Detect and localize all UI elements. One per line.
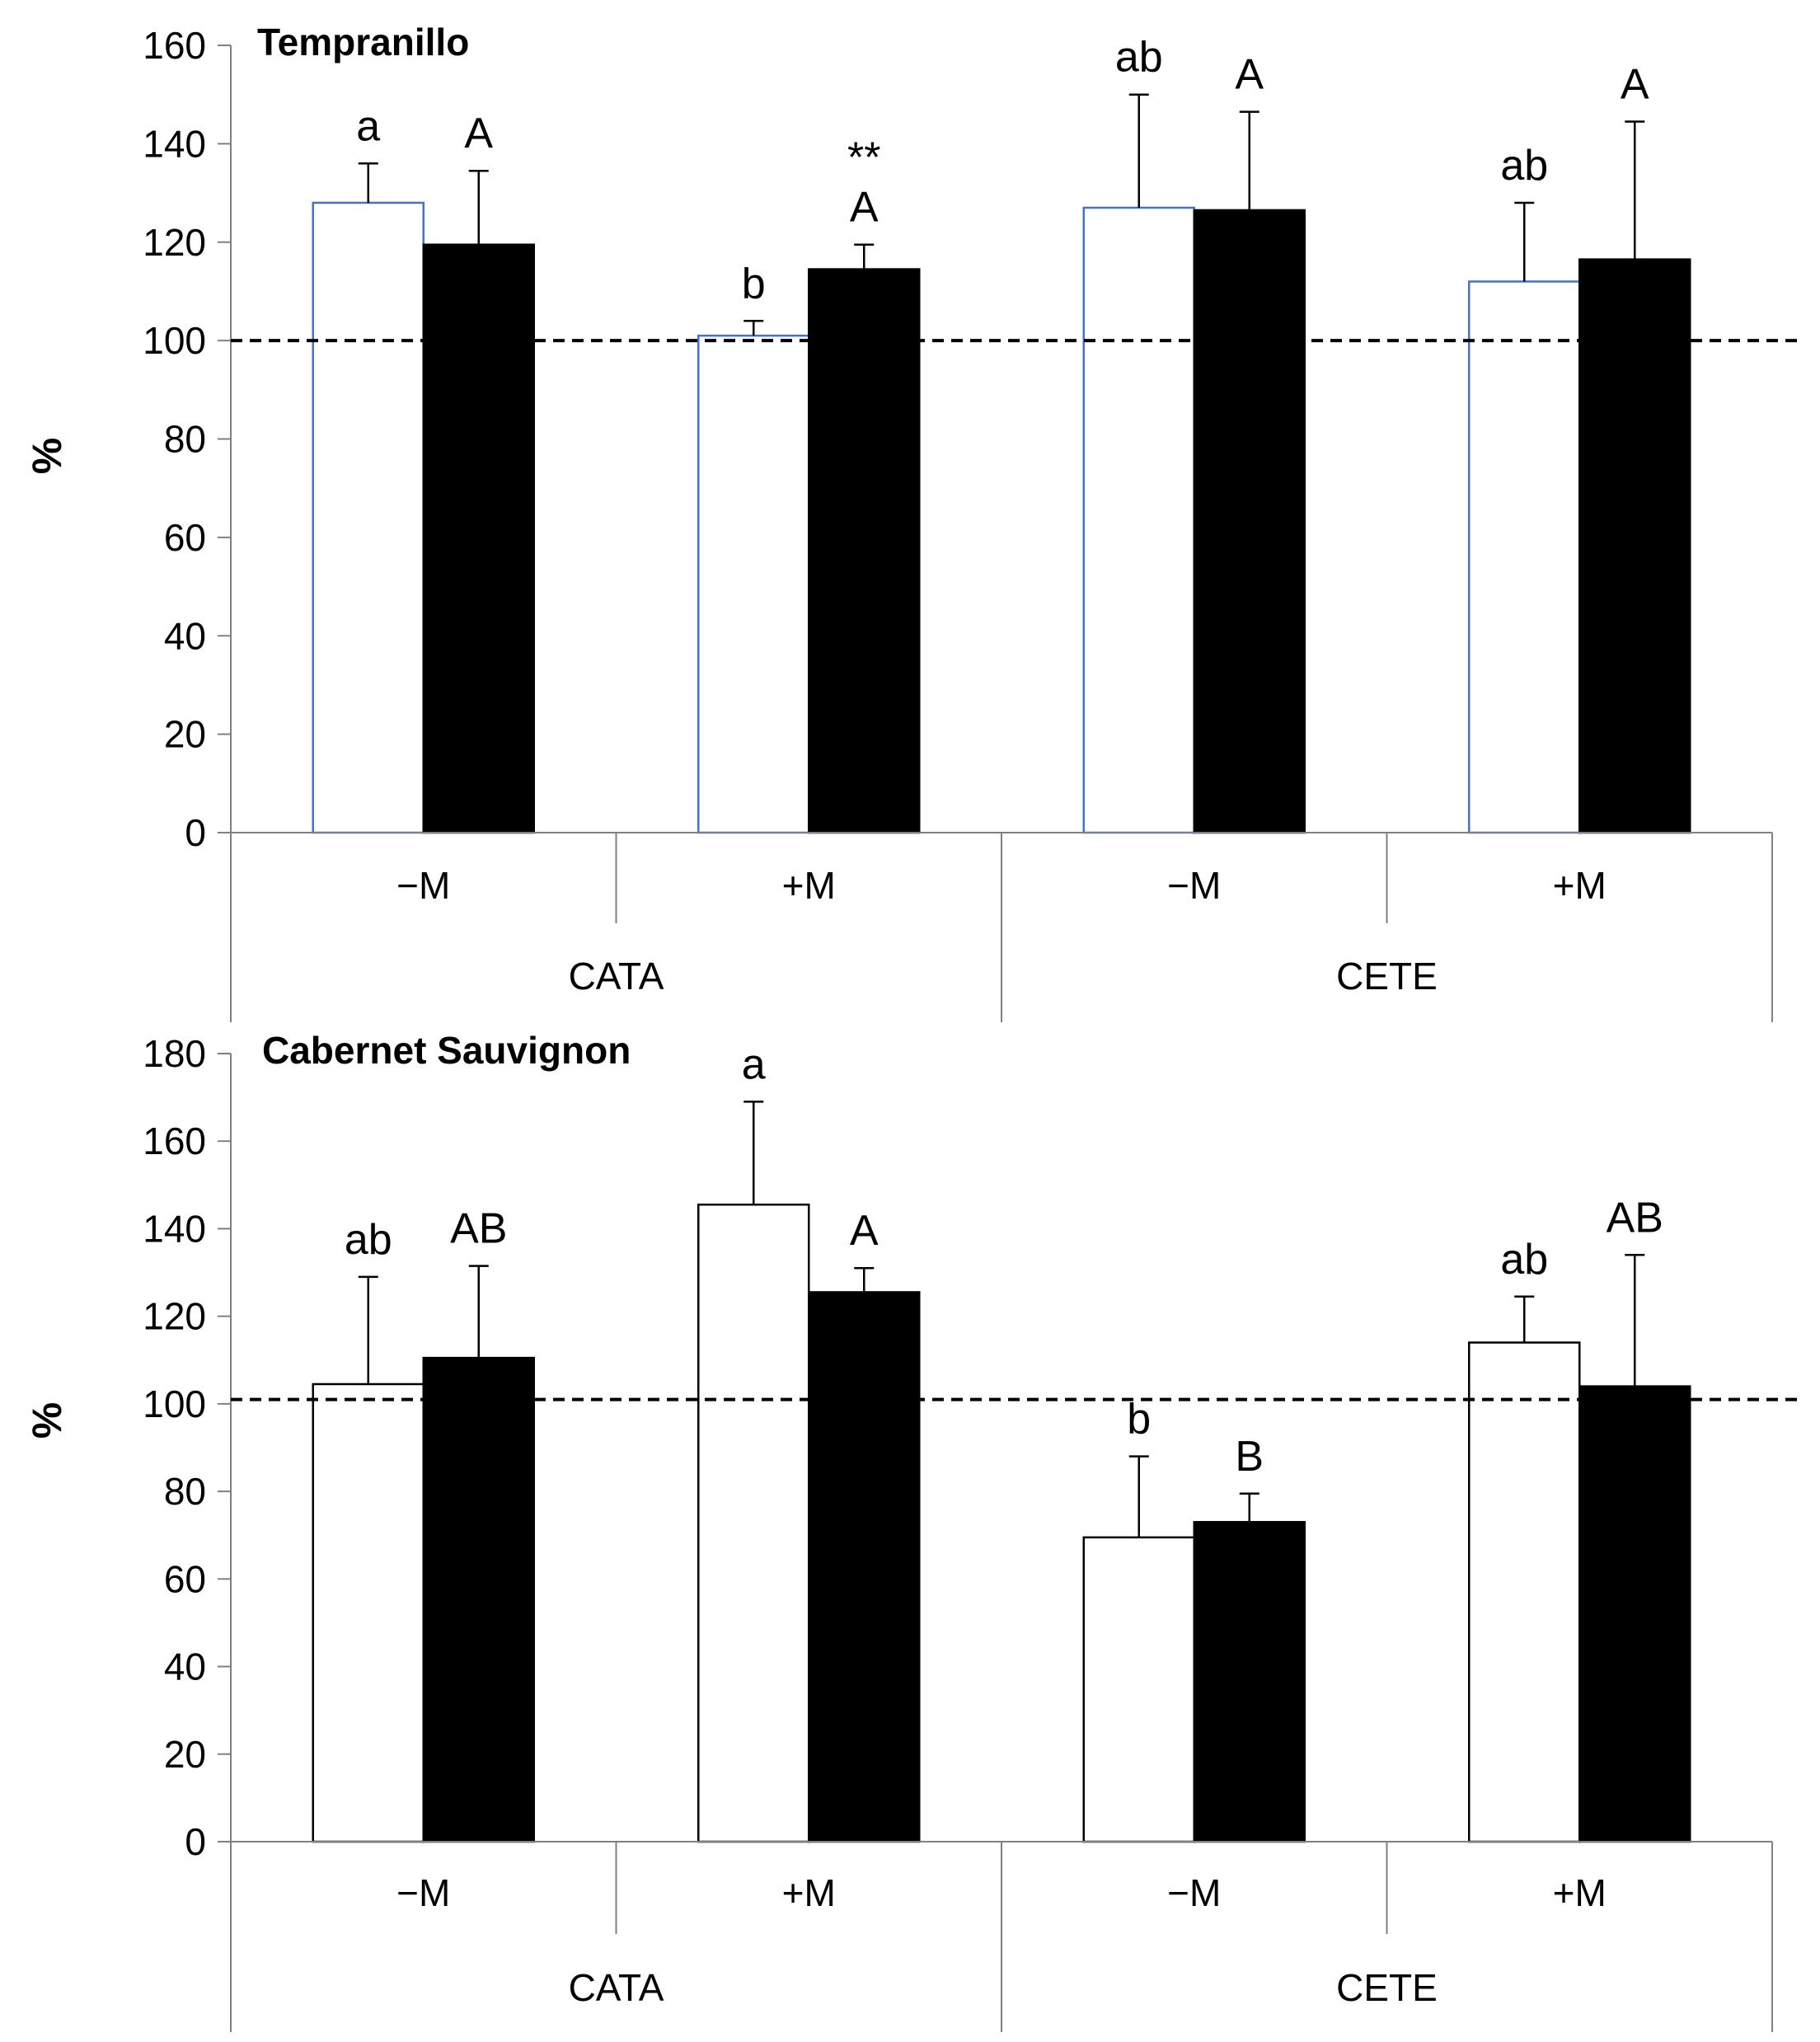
bar-open xyxy=(1082,1536,1195,1843)
significance-label: A xyxy=(1621,61,1649,109)
significance-label: b xyxy=(742,260,766,307)
bar-filled xyxy=(422,243,535,834)
y-tick-label: 180 xyxy=(143,1032,206,1075)
chart-title: Cabernet Sauvignon xyxy=(262,1029,631,1072)
significance-label: b xyxy=(1127,1396,1151,1443)
y-tick-label: 60 xyxy=(164,1557,206,1600)
bar-filled xyxy=(808,1291,921,1843)
y-tick-label: 40 xyxy=(164,1645,206,1688)
significance-marker: ** xyxy=(847,134,880,182)
y-tick-label: 160 xyxy=(143,1120,206,1162)
bar-open xyxy=(1082,206,1195,834)
bar-open xyxy=(312,1382,425,1843)
bar-filled xyxy=(1193,209,1306,834)
significance-label: ab xyxy=(1115,34,1163,82)
bar-filled xyxy=(1578,258,1691,834)
bar-open xyxy=(697,334,810,834)
y-tick-label: 100 xyxy=(143,1382,206,1425)
y-tick-label: 140 xyxy=(143,1207,206,1250)
y-axis-label: % xyxy=(24,1402,70,1439)
category-label: +M xyxy=(782,1871,836,1914)
y-tick-label: 120 xyxy=(143,221,206,264)
bar-open xyxy=(312,201,425,834)
y-tick-label: 120 xyxy=(143,1295,206,1338)
category-label: +M xyxy=(1553,1871,1607,1914)
group-label: CETE xyxy=(1336,1966,1438,2009)
chart-panel-2: 0 20 40 60 80 100 120 140 160 180 ab AB a Ab Bab AB −M +M… xyxy=(24,1029,1804,2032)
y-tick-label: 20 xyxy=(164,1733,206,1776)
significance-label: AB xyxy=(1607,1194,1663,1242)
significance-label: ab xyxy=(1500,1236,1548,1284)
group-label: CATA xyxy=(569,955,664,998)
significance-label: a xyxy=(742,1040,766,1088)
significance-label: ab xyxy=(1500,142,1548,190)
bar-open xyxy=(1468,1341,1581,1843)
bar-open xyxy=(697,1203,810,1843)
bar-filled xyxy=(1193,1521,1306,1843)
significance-label: a xyxy=(356,102,380,150)
y-tick-label: 80 xyxy=(164,1470,206,1513)
y-tick-label: 40 xyxy=(164,614,206,657)
category-label: +M xyxy=(782,864,836,907)
significance-label: B xyxy=(1235,1433,1264,1481)
significance-label: A xyxy=(1235,51,1264,99)
bar-open xyxy=(1468,280,1581,834)
significance-label: ab xyxy=(345,1216,392,1264)
significance-label: A xyxy=(464,110,493,157)
y-tick-label: 160 xyxy=(143,24,206,67)
category-label: +M xyxy=(1553,864,1607,907)
y-tick-label: 0 xyxy=(185,811,206,854)
significance-label: AB xyxy=(450,1205,507,1253)
y-tick-label: 0 xyxy=(185,1820,206,1863)
significance-label: A xyxy=(850,1207,879,1255)
bar-filled xyxy=(1578,1385,1691,1843)
category-label: −M xyxy=(396,864,450,907)
bar-filled xyxy=(808,268,921,834)
significance-label: A xyxy=(850,184,879,232)
category-label: −M xyxy=(1167,864,1221,907)
y-tick-label: 20 xyxy=(164,713,206,756)
category-label: −M xyxy=(1167,1871,1221,1914)
bar-filled xyxy=(422,1356,535,1843)
group-label: CATA xyxy=(569,1966,664,2009)
y-tick-label: 140 xyxy=(143,122,206,165)
y-tick-label: 80 xyxy=(164,418,206,461)
y-tick-label: 60 xyxy=(164,516,206,559)
y-tick-label: 100 xyxy=(143,319,206,362)
category-label: −M xyxy=(396,1871,450,1914)
y-axis-label: % xyxy=(24,438,70,474)
chart-title: Tempranillo xyxy=(257,21,469,63)
group-label: CETE xyxy=(1336,955,1438,998)
